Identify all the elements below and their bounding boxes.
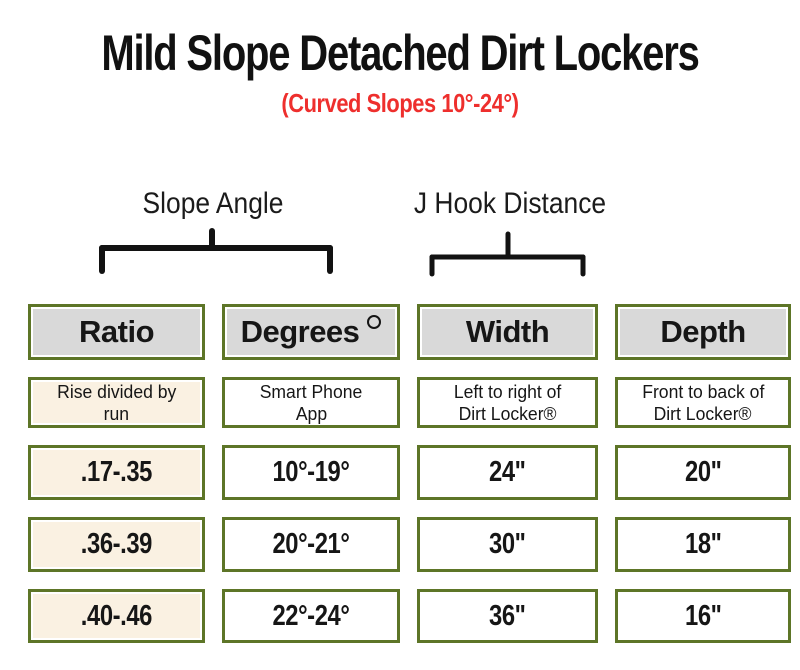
cell-width-row2: 30" (417, 517, 598, 572)
column-header-width: Width (417, 304, 598, 360)
page-title: Mild Slope Detached Dirt Lockers (101, 25, 700, 81)
j-hook-distance-label: J Hook Distance (413, 187, 607, 220)
slope-angle-label: Slope Angle (142, 187, 284, 220)
column-header-label: Degrees (240, 314, 360, 349)
column-header-label: Width (465, 314, 550, 349)
column-header-depth: Depth (615, 304, 791, 360)
cell-depth-row1: 20" (615, 445, 791, 500)
cell-value: 24" (489, 456, 526, 488)
cell-value: 16" (684, 599, 722, 632)
cell-width-row1: 24" (417, 445, 598, 500)
cell-ratio-row1: .17-.35 (28, 445, 205, 500)
cell-value: 10°-19° (272, 456, 350, 488)
cell-value: .36-.39 (80, 528, 153, 560)
subheader-line: Smart Phone (259, 380, 363, 402)
subheader-line: Dirt Locker® (654, 402, 752, 424)
cell-value: 20" (684, 456, 722, 488)
subheader-line: run (103, 402, 130, 424)
page-subtitle: (Curved Slopes 10°-24°) (281, 88, 519, 118)
slope-angle-bracket-icon (99, 228, 333, 274)
subheader-line: App (295, 402, 327, 424)
cell-degrees-row3: 22°-24° (222, 589, 400, 643)
cell-value: 30" (489, 528, 526, 560)
subheader-ratio: Rise divided by run (28, 377, 205, 428)
cell-value: .17-.35 (80, 456, 153, 488)
column-header-label: Ratio (79, 314, 155, 349)
cell-ratio-row2: .36-.39 (28, 517, 205, 572)
subheader-line: Front to back of (641, 380, 765, 402)
subheader-line: Rise divided by (56, 380, 177, 402)
cell-degrees-row1: 10°-19° (222, 445, 400, 500)
cell-value: 18" (684, 528, 722, 560)
cell-depth-row2: 18" (615, 517, 791, 572)
j-hook-bracket-icon (429, 231, 586, 277)
cell-value: 20°-21° (272, 528, 350, 560)
column-header-ratio: Ratio (28, 304, 205, 360)
cell-width-row3: 36" (417, 589, 598, 643)
cell-depth-row3: 16" (615, 589, 791, 643)
subheader-line: Left to right of (453, 380, 562, 402)
cell-ratio-row3: .40-.46 (28, 589, 205, 643)
subheader-line: Dirt Locker® (458, 402, 557, 424)
degree-circle-icon (367, 315, 382, 329)
column-header-degrees: Degrees (222, 304, 400, 360)
subheader-depth: Front to back of Dirt Locker® (615, 377, 791, 428)
subheader-degrees: Smart Phone App (222, 377, 400, 428)
subheader-width: Left to right of Dirt Locker® (417, 377, 598, 428)
spec-table: Ratio Degrees Width Depth Rise divided b… (28, 304, 791, 643)
cell-value: .40-.46 (80, 599, 153, 632)
column-header-label: Depth (660, 314, 746, 349)
cell-value: 22°-24° (272, 599, 350, 632)
cell-degrees-row2: 20°-21° (222, 517, 400, 572)
cell-value: 36" (489, 599, 526, 632)
